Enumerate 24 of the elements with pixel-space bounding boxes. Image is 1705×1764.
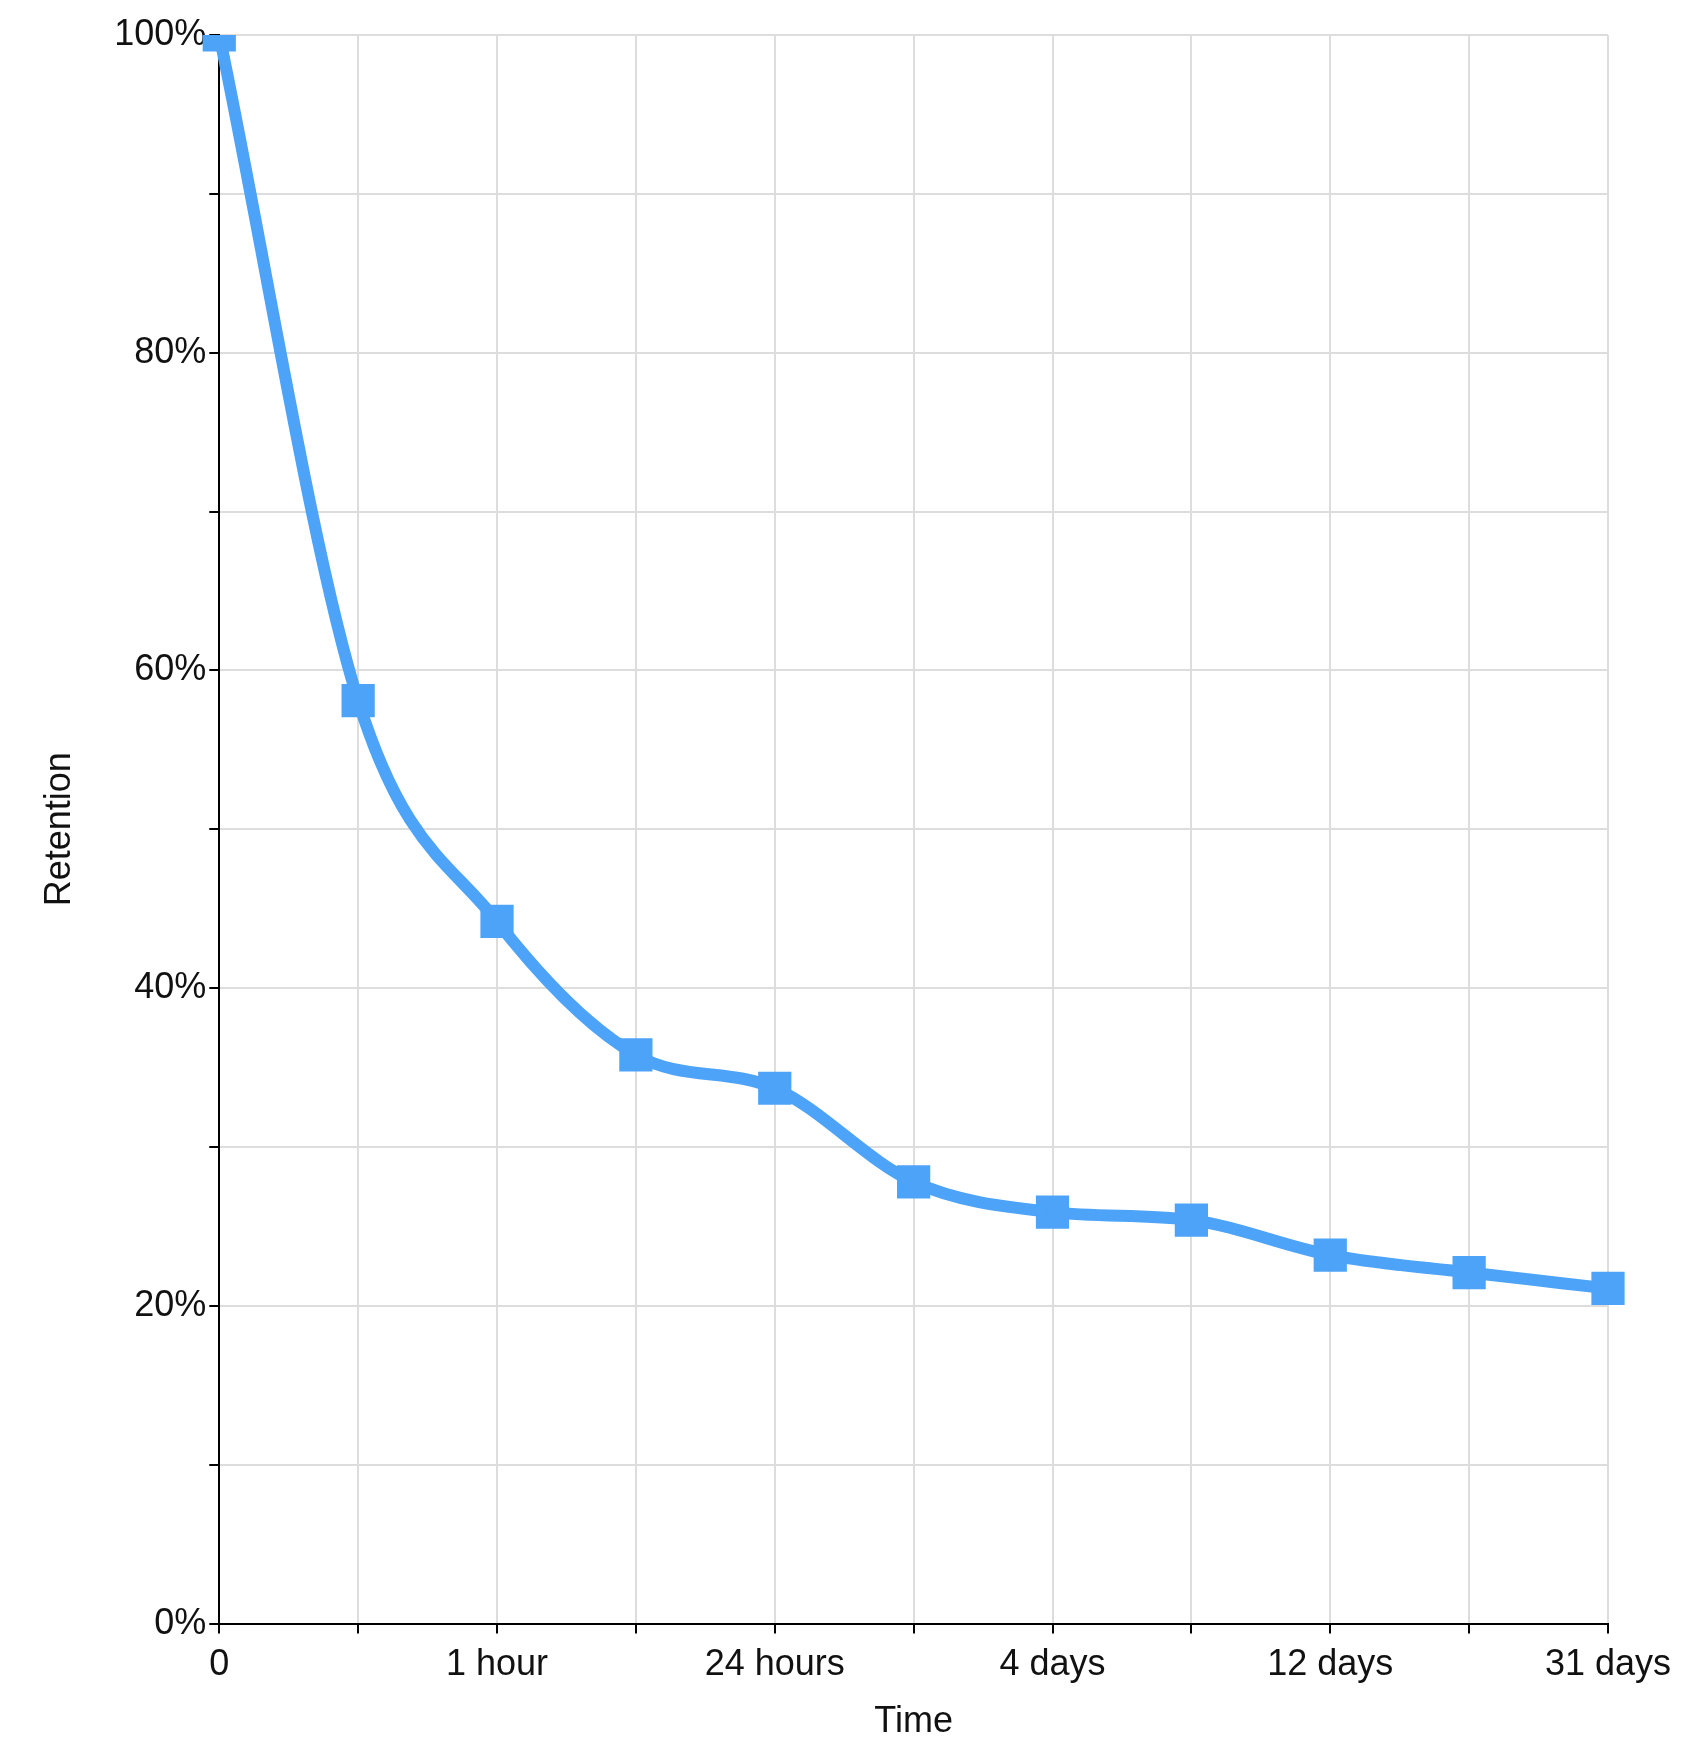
y-tick-label: 100% [114, 11, 207, 53]
point [619, 1038, 653, 1072]
x-tick-label: 1 hour [445, 1642, 549, 1684]
point [480, 904, 514, 939]
point [341, 684, 375, 718]
y-tick-label: 20% [134, 1282, 207, 1324]
y-tick-label: 0% [154, 1600, 207, 1642]
point [758, 1071, 792, 1105]
point [1452, 1255, 1486, 1290]
x-tick-label: 4 days [999, 1642, 1106, 1684]
x-tick-label: 12 days [1267, 1642, 1394, 1684]
point [1174, 1203, 1208, 1237]
y-tick-label: 40% [134, 965, 207, 1007]
y-tick-label: 80% [134, 329, 207, 371]
point [897, 1165, 931, 1199]
x-tick-label: 24 hours [704, 1642, 845, 1684]
point [1313, 1238, 1347, 1272]
x-tick-label: 31 days [1544, 1642, 1672, 1684]
x-tick-label: 0 [209, 1642, 230, 1684]
y-tick-label: 60% [134, 647, 207, 689]
y-axis-title: Retention [36, 752, 78, 907]
point [1035, 1195, 1070, 1229]
point [1591, 1271, 1625, 1306]
x-axis-title: Time [874, 1699, 953, 1741]
